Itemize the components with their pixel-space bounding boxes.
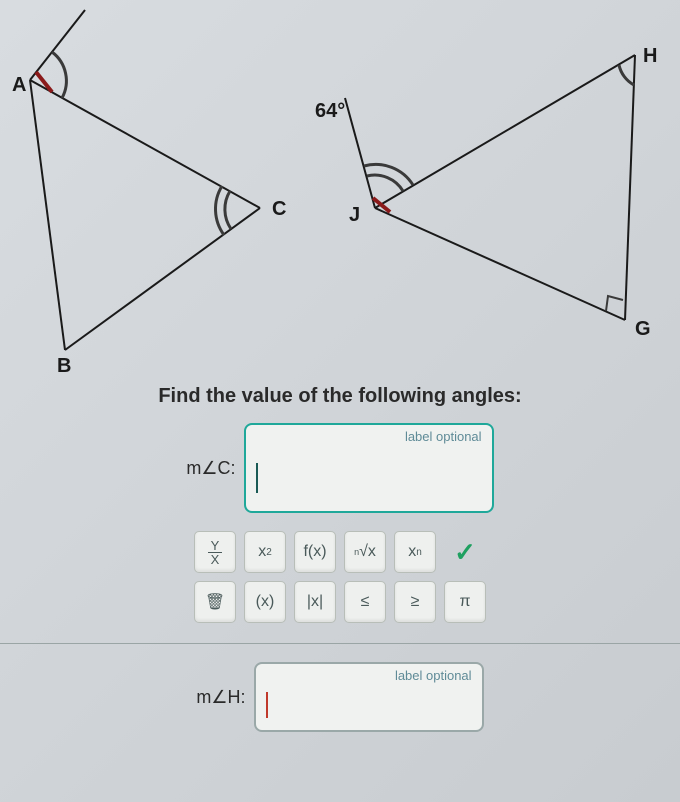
question-prompt: Find the value of the following angles: xyxy=(0,385,680,408)
cursor-h xyxy=(266,692,268,718)
tool-fraction[interactable]: YX xyxy=(194,531,236,573)
cursor-c xyxy=(256,463,258,493)
angle-label-64: 64° xyxy=(315,100,345,123)
tool-le[interactable]: ≤ xyxy=(344,581,386,623)
vertex-label-a: A xyxy=(12,74,26,97)
math-toolbar: YX x2 f(x) n√x xn ✓ 🗑 (x) |x| ≤ ≥ π xyxy=(0,531,680,623)
tool-abs[interactable]: |x| xyxy=(294,581,336,623)
vertex-label-g: G xyxy=(635,318,651,341)
diagram-svg xyxy=(0,0,680,380)
tool-pi[interactable]: π xyxy=(444,581,486,623)
answer-row-h: m∠H: label optional xyxy=(0,662,680,732)
tool-check[interactable]: ✓ xyxy=(444,531,486,573)
input-angle-c[interactable]: label optional xyxy=(244,423,494,513)
vertex-label-j: J xyxy=(349,204,360,227)
toolbar-row-1: YX x2 f(x) n√x xn ✓ xyxy=(194,531,486,573)
tool-parens[interactable]: (x) xyxy=(244,581,286,623)
vertex-label-h: H xyxy=(643,45,657,68)
separator xyxy=(0,643,680,644)
input-angle-h[interactable]: label optional xyxy=(254,662,484,732)
placeholder-c: label optional xyxy=(405,429,482,444)
placeholder-h: label optional xyxy=(395,668,472,683)
geometry-diagram: A B C J H G 64° xyxy=(0,0,680,380)
tool-power[interactable]: x2 xyxy=(244,531,286,573)
tool-subscript[interactable]: xn xyxy=(394,531,436,573)
tool-ge[interactable]: ≥ xyxy=(394,581,436,623)
tool-trash[interactable]: 🗑 xyxy=(194,581,236,623)
label-angle-c: m∠C: xyxy=(186,458,235,479)
answer-row-c: m∠C: label optional xyxy=(0,423,680,513)
tool-nthroot[interactable]: n√x xyxy=(344,531,386,573)
toolbar-row-2: 🗑 (x) |x| ≤ ≥ π xyxy=(194,581,486,623)
vertex-label-b: B xyxy=(57,355,71,378)
vertex-label-c: C xyxy=(272,198,286,221)
label-angle-h: m∠H: xyxy=(196,687,245,708)
tool-function[interactable]: f(x) xyxy=(294,531,336,573)
